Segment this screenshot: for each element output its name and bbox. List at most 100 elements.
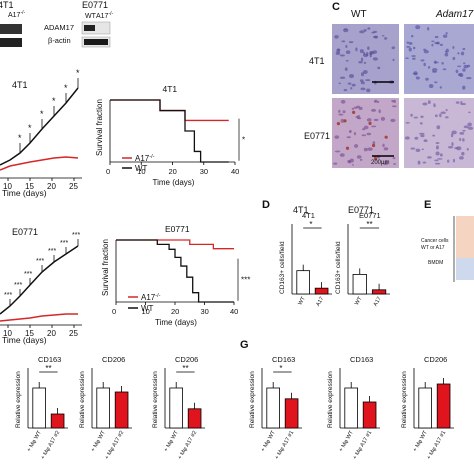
legend-a17-2: A17-/- xyxy=(141,293,161,302)
sig-label: ** xyxy=(45,364,51,373)
nucleus xyxy=(346,136,351,139)
nucleus xyxy=(363,61,367,65)
nucleus xyxy=(363,28,367,32)
nucleus xyxy=(435,141,440,145)
panel-d-title-e0771: E0771 xyxy=(348,205,374,215)
y-axis-label: CD163+ cells/field xyxy=(279,241,286,294)
bar-1 xyxy=(371,289,387,295)
nucleus xyxy=(412,57,416,60)
cd163-positive-cell xyxy=(343,119,347,123)
panel-letter-g: G xyxy=(240,339,249,351)
transwell-insert xyxy=(456,216,474,260)
category-label: + Mφ WT xyxy=(338,429,355,452)
chart-title: 4T1 xyxy=(163,84,178,94)
x-tick-label: 40 xyxy=(230,307,238,316)
x-axis-label: Time (days) xyxy=(155,318,197,327)
nucleus xyxy=(419,132,425,135)
nucleus xyxy=(462,68,466,72)
nucleus xyxy=(406,45,411,48)
nucleus xyxy=(427,65,431,69)
nucleus xyxy=(413,71,418,76)
nucleus xyxy=(344,67,348,71)
nucleus xyxy=(339,54,346,57)
nucleus xyxy=(340,76,346,79)
nucleus xyxy=(367,46,370,50)
wb-row-adam17: ADAM17 xyxy=(44,23,74,32)
series-line-a17 xyxy=(116,239,234,250)
nucleus xyxy=(468,111,471,114)
growth-4t1-ticks: 10 15 20 25 xyxy=(3,178,78,191)
bar-1 xyxy=(436,383,451,429)
x-tick-label: 10 xyxy=(137,167,145,176)
nucleus xyxy=(338,109,341,113)
cell-label-4t1: 4T1 xyxy=(0,0,14,10)
panel-letter-d: D xyxy=(262,199,270,211)
western-blot-panel: 4T1 A17-/- E0771 WT A17-/- ADAM17 β-acti… xyxy=(0,0,114,48)
nucleus xyxy=(383,147,389,151)
nucleus xyxy=(376,100,380,104)
survival-e0771-legend: A17-/- WT xyxy=(128,293,161,313)
nucleus xyxy=(450,133,454,138)
y-axis-label: Survival fraction xyxy=(101,239,110,296)
nucleus xyxy=(452,158,456,163)
cell-label-e0771: E0771 xyxy=(82,0,108,10)
nucleus xyxy=(366,118,372,122)
category-label: + Mφ A17 #2 xyxy=(40,430,61,461)
growth-chart-e0771: E0771 10 15 20 25 Time (days) xyxy=(0,227,82,345)
category-label: + Mφ WT xyxy=(260,429,277,452)
nucleus xyxy=(442,34,448,38)
nucleus xyxy=(348,41,354,44)
nucleus xyxy=(434,81,438,84)
nucleus xyxy=(351,83,356,87)
label-wt-or-a17: WT or A17 xyxy=(421,245,445,251)
nucleus xyxy=(393,99,396,103)
nucleus xyxy=(408,41,413,45)
wb-band-4t1-actin xyxy=(0,38,22,47)
x-tick-label: 30 xyxy=(201,307,209,316)
nucleus xyxy=(431,40,435,43)
nucleus xyxy=(457,52,460,55)
nucleus xyxy=(344,28,347,31)
nucleus xyxy=(390,118,396,123)
nucleus xyxy=(392,58,395,62)
nucleus xyxy=(434,114,438,118)
nucleus xyxy=(340,118,345,123)
nucleus xyxy=(420,59,425,62)
nucleus xyxy=(436,125,441,130)
nucleus xyxy=(462,85,466,90)
nucleus xyxy=(358,61,363,64)
row-label-4t1: 4T1 xyxy=(309,56,325,66)
nucleus xyxy=(359,79,364,83)
nucleus xyxy=(434,60,437,64)
nucleus xyxy=(417,160,421,165)
nucleus xyxy=(434,35,439,39)
nucleus xyxy=(345,59,349,62)
y-axis-label: Relative expression xyxy=(15,371,22,428)
nucleus xyxy=(358,106,363,110)
micrograph-4t1-adam17 xyxy=(404,24,474,94)
nucleus xyxy=(423,48,427,51)
nucleus xyxy=(467,122,472,127)
y-axis-label: Relative expression xyxy=(327,371,334,428)
x-tick-label: 20 xyxy=(47,182,56,191)
nucleus xyxy=(410,34,414,38)
nucleus xyxy=(459,137,462,142)
chart-title: 4T1 xyxy=(302,211,315,220)
nucleus xyxy=(439,43,443,46)
nucleus xyxy=(433,103,436,108)
nucleus xyxy=(371,31,375,34)
nucleus xyxy=(343,88,348,92)
category-label: + Mφ WT xyxy=(26,429,43,452)
category-label: + Mφ A17 #1 xyxy=(426,430,447,461)
nucleus xyxy=(366,88,371,93)
nucleus xyxy=(415,148,421,152)
nucleus xyxy=(413,116,419,119)
category-label: + Mφ A17 #1 xyxy=(352,430,373,461)
col-label-wt: WT xyxy=(351,9,367,20)
col-label-adam17: Adam17 xyxy=(435,9,474,20)
chart-4: CD163 Relative expression + Mφ WT+ Mφ A17 … xyxy=(15,355,68,461)
growth-e0771-ticks: 10 15 20 25 xyxy=(3,325,78,338)
x-tick-label: 25 xyxy=(69,329,78,338)
chart-0: 4T1 0 10 20 30 40 Time (days) Survival fraction… xyxy=(95,84,245,187)
sig-star: * xyxy=(40,109,44,119)
